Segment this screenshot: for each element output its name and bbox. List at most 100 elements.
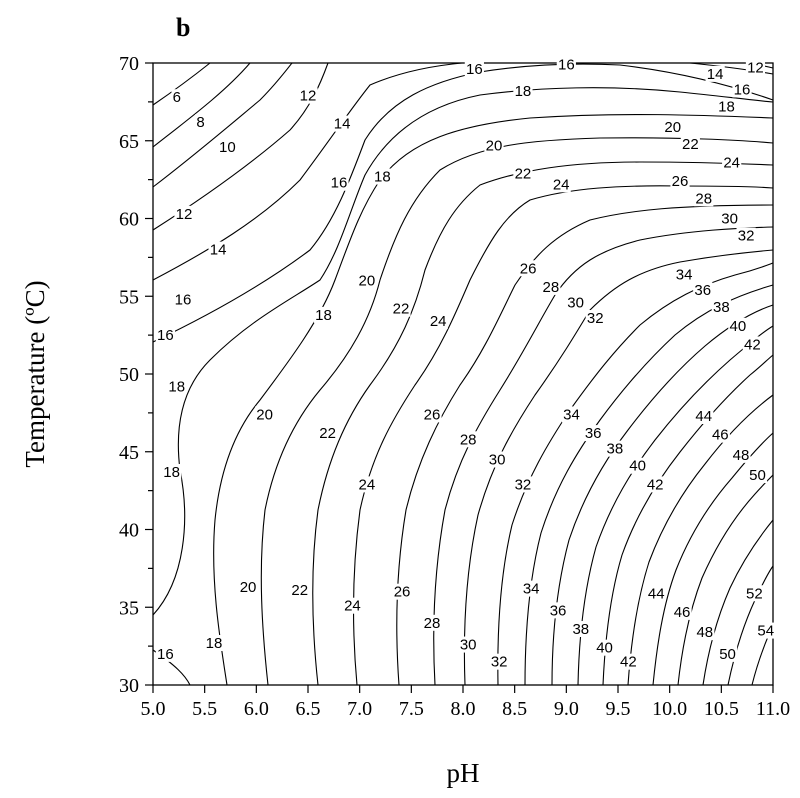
contour-label-bg: [513, 476, 533, 493]
contour-label-bg: [464, 61, 484, 78]
contour-label-bg: [736, 227, 756, 244]
contour-label-bg: [372, 168, 392, 185]
contour-label-bg: [541, 278, 561, 295]
contour-label-bg: [693, 282, 713, 299]
contour-label-bg: [422, 614, 442, 631]
y-tick-label: 55: [119, 286, 139, 308]
contour-label: 20: [486, 137, 503, 154]
y-tick-label: 50: [119, 364, 139, 386]
contour-label-bg: [238, 579, 258, 596]
contour-label-bg: [585, 310, 605, 327]
contour-label: 36: [585, 425, 602, 442]
y-tick-label: 40: [119, 520, 139, 542]
x-tick-label: 10.0: [652, 698, 687, 720]
contour-label: 22: [319, 425, 336, 442]
contour-label: 16: [331, 175, 348, 192]
contour-label: 30: [460, 637, 477, 654]
contour-label-bg: [694, 407, 714, 424]
contour-label-bg: [551, 176, 571, 193]
contour-label: 44: [648, 585, 665, 602]
contour-label: 38: [572, 621, 589, 638]
contour-label: 16: [558, 57, 575, 74]
contour-label: 34: [563, 406, 580, 423]
contour-label-bg: [628, 457, 648, 474]
contour-label: 46: [674, 604, 691, 621]
contour-label-bg: [521, 580, 541, 597]
x-tick-label: 9.0: [554, 698, 579, 720]
contour-label-bg: [722, 154, 742, 171]
contour-label-bg: [731, 446, 751, 463]
contour-label: 26: [672, 173, 689, 190]
contour-label: 18: [515, 83, 532, 100]
contour-label-bg: [583, 425, 603, 442]
contour-label-bg: [594, 639, 615, 656]
contour-label-bg: [489, 653, 509, 670]
contour-label-bg: [518, 260, 538, 277]
contour-label: 38: [607, 441, 624, 458]
contour-label-bg: [422, 406, 442, 423]
contour-label: 22: [515, 165, 532, 182]
contour-label-bg: [487, 451, 507, 468]
contour-label-bg: [672, 603, 692, 620]
contour-label-bg: [756, 622, 776, 639]
contour-label: 10: [219, 139, 236, 156]
contour-label: 48: [696, 624, 713, 641]
contour-label-bg: [605, 440, 625, 457]
contour-label-bg: [155, 327, 175, 344]
contour-label: 18: [206, 635, 223, 652]
contour-label-bg: [167, 378, 187, 395]
contour-label-bg: [747, 467, 768, 484]
contour-label: 22: [291, 582, 308, 599]
contour-label: 14: [334, 116, 351, 133]
contour-label-bg: [645, 476, 665, 493]
contour-label: 8: [196, 114, 204, 131]
contour-label-bg: [174, 205, 194, 222]
contour-label: 14: [210, 242, 227, 259]
contour-label: 14: [707, 66, 724, 83]
contour-label-bg: [484, 137, 504, 154]
y-tick-label: 60: [119, 209, 139, 231]
panel-label: b: [176, 13, 190, 42]
contour-label-bg: [728, 317, 748, 334]
contour-label-bg: [663, 118, 683, 135]
contour-label-bg: [513, 82, 533, 99]
contour-label-bg: [548, 602, 568, 619]
contour-label-bg: [195, 114, 206, 131]
contour-label-bg: [357, 272, 377, 289]
contour-label: 32: [491, 654, 508, 671]
contour-label-bg: [290, 582, 310, 599]
contour-label: 32: [587, 310, 604, 327]
contour-label: 22: [393, 301, 410, 318]
contour-label-bg: [162, 463, 182, 480]
contour-label-bg: [717, 645, 738, 662]
contour-label: 30: [721, 211, 738, 228]
contour-label-bg: [392, 583, 412, 600]
contour-label: 18: [374, 169, 391, 186]
contour-label: 30: [567, 294, 584, 311]
contour-label: 54: [757, 623, 774, 640]
contour-label-bg: [332, 115, 352, 132]
contour-label: 18: [718, 99, 735, 116]
contour-label: 22: [682, 136, 699, 153]
contour-label-bg: [566, 294, 586, 311]
contour-label-bg: [716, 98, 737, 115]
contour-label-bg: [646, 585, 666, 602]
contour-label: 28: [542, 279, 559, 296]
contour-label-bg: [680, 135, 700, 152]
contour-label-bg: [204, 635, 224, 652]
contour-label: 18: [168, 378, 185, 395]
x-axis-ticks: 5.0 5.5 6.0 6.5 7.0 7.5 8.0 8.5 9.0 9.5 10.0 10.5 11…: [141, 685, 790, 720]
contour-label: 16: [157, 646, 174, 663]
contour-label-bg: [745, 59, 766, 76]
contour-label-bg: [391, 300, 411, 317]
contour-label: 26: [424, 406, 441, 423]
contour-label-bg: [571, 621, 591, 638]
contour-label: 24: [344, 598, 361, 615]
x-tick-label: 6.5: [296, 698, 321, 720]
contour-label-bg: [298, 87, 318, 104]
contour-label: 42: [744, 336, 761, 353]
contour-label: 34: [676, 266, 693, 283]
contour-label: 18: [163, 464, 180, 481]
